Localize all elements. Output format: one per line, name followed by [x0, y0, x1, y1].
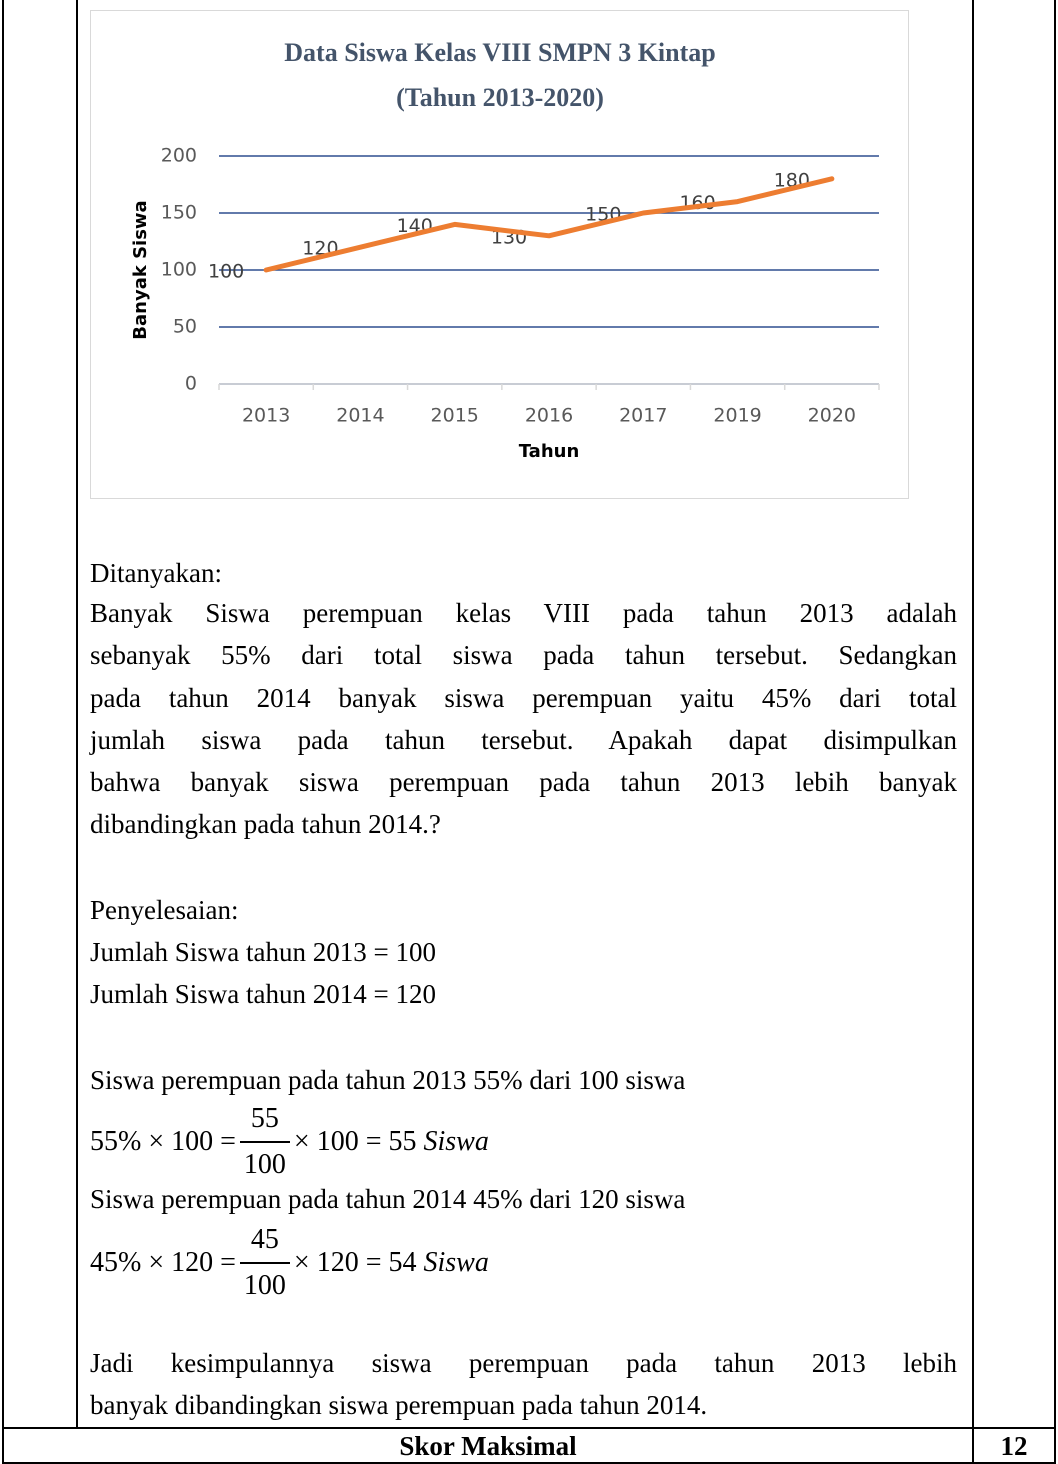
footer-label: Skor Maksimal: [399, 1431, 577, 1461]
border: [1054, 0, 1056, 1464]
step-text: Siswa perempuan pada tahun 2014 45% dari…: [90, 1184, 686, 1214]
denominator: 100: [243, 1270, 286, 1301]
x-tick-label: 2013: [242, 405, 290, 427]
text-line: dibandingkan pada tahun 2014.?: [90, 809, 441, 840]
text-line: bahwa banyak siswa perempuan pada tahun …: [90, 767, 957, 798]
conclusion: Jadi kesimpulannya siswa perempuan pada …: [90, 1342, 957, 1427]
given: Jumlah Siswa tahun 2013 = 100: [90, 937, 436, 967]
question-heading: Ditanyakan:: [90, 558, 222, 588]
fraction-bar: [239, 1141, 290, 1143]
border: [2, 1427, 1056, 1429]
x-tick-label: 2015: [431, 405, 479, 427]
numerator: 45: [250, 1224, 279, 1255]
solution-heading: Penyelesaian:: [90, 895, 239, 925]
math-text: × 100 = 55: [293, 1126, 417, 1157]
data-label: 100: [208, 261, 244, 283]
math-text: × 120 = 54: [293, 1247, 417, 1278]
x-tick-label: 2019: [713, 405, 761, 427]
x-tick-label: 2017: [619, 405, 667, 427]
border: [2, 1462, 1056, 1464]
chart: Data Siswa Kelas VIII SMPN 3 Kintap (Tah…: [130, 38, 880, 462]
border: [2, 0, 4, 1464]
y-tick-label: 50: [173, 316, 197, 338]
y-tick-label: 200: [161, 145, 197, 167]
numerator: 55: [250, 1103, 279, 1134]
x-tick-label: 2016: [525, 405, 573, 427]
math-unit: Siswa: [423, 1247, 489, 1278]
border: [76, 0, 78, 1428]
math-text: 45% × 120 =: [90, 1247, 236, 1278]
math-unit: Siswa: [423, 1126, 489, 1157]
x-tick-label: 2014: [336, 405, 384, 427]
text-line: Banyak Siswa perempuan kelas VIII pada t…: [90, 598, 957, 628]
step-text: Siswa perempuan pada tahun 2013 55% dari…: [90, 1065, 686, 1095]
fraction-bar: [239, 1262, 290, 1264]
chart-title: Data Siswa Kelas VIII SMPN 3 Kintap: [284, 38, 715, 67]
chart-subtitle: (Tahun 2013-2020): [396, 83, 604, 112]
equation: 55% × 100 = 55 100 × 100 = 55 Siswa: [90, 1096, 489, 1188]
text-line: Jadi kesimpulannya siswa perempuan pada …: [90, 1348, 957, 1378]
footer-score: 12: [1000, 1431, 1028, 1461]
y-tick-label: 100: [161, 259, 197, 281]
text-line: jumlah siswa pada tahun tersebut. Apakah…: [90, 724, 957, 755]
y-axis-label: Banyak Siswa: [130, 200, 151, 339]
fraction: 55 100: [239, 1097, 290, 1187]
given: Jumlah Siswa tahun 2014 = 120: [90, 979, 436, 1009]
chart-frame: [90, 10, 909, 499]
denominator: 100: [243, 1149, 286, 1180]
fraction: 45 100: [239, 1218, 290, 1308]
series-line: [263, 176, 835, 273]
math-text: 55% × 100 =: [90, 1126, 236, 1157]
text-line: banyak dibandingkan siswa perempuan pada…: [90, 1390, 708, 1421]
x-axis-label: Tahun: [519, 441, 580, 462]
y-tick-label: 150: [161, 202, 197, 224]
y-tick-label: 0: [185, 373, 197, 395]
question: Banyak Siswa perempuan kelas VIII pada t…: [90, 592, 957, 846]
x-tick-label: 2020: [808, 405, 856, 427]
border: [972, 0, 974, 1464]
text-line: sebanyak 55% dari total siswa pada tahun…: [90, 640, 957, 671]
equation: 45% × 120 = 45 100 × 120 = 54 Siswa: [90, 1217, 489, 1309]
text-line: pada tahun 2014 banyak siswa perempuan y…: [90, 682, 957, 713]
